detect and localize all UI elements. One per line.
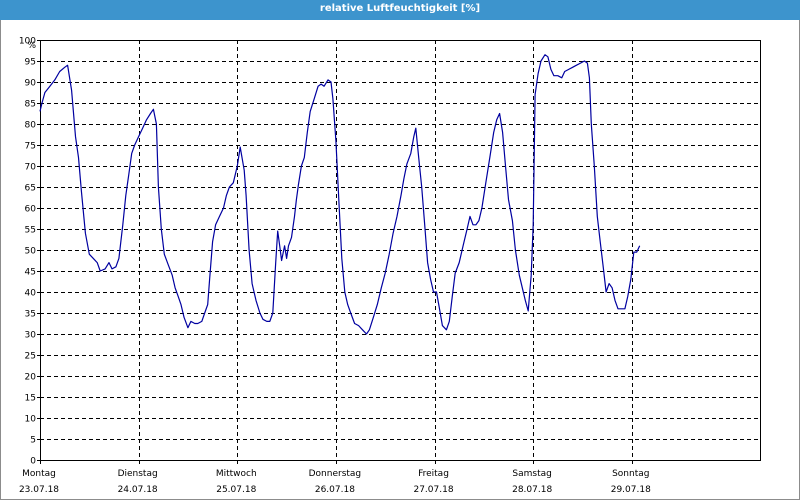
- y-tick-label: 35: [25, 310, 36, 320]
- x-tick-label-date: 23.07.18: [19, 485, 59, 495]
- x-tick-label-day: Donnerstag: [309, 469, 362, 479]
- plot-border: [40, 40, 761, 461]
- x-tick-label-date: 29.07.18: [611, 485, 651, 495]
- y-tick-label: 90: [25, 79, 37, 89]
- y-tick-label: 100: [19, 37, 36, 47]
- y-tick-label: 10: [25, 415, 37, 425]
- x-tick-label-date: 26.07.18: [315, 485, 355, 495]
- y-axis-label: %: [27, 41, 36, 51]
- x-tick-label-day: Montag: [22, 469, 56, 479]
- y-tick-label: 55: [25, 226, 36, 236]
- y-tick-label: 65: [25, 184, 36, 194]
- x-tick-label-day: Mittwoch: [216, 469, 257, 479]
- x-tick-label-date: 25.07.18: [216, 485, 256, 495]
- y-tick-label: 75: [25, 142, 36, 152]
- x-tick-label-day: Freitag: [418, 469, 449, 479]
- y-tick-label: 85: [25, 100, 36, 110]
- x-tick-label-day: Sonntag: [612, 469, 649, 479]
- y-tick-label: 15: [25, 394, 36, 404]
- y-tick-label: 45: [25, 268, 36, 278]
- y-tick-label: 20: [25, 373, 37, 383]
- x-tick-label-date: 24.07.18: [118, 485, 158, 495]
- y-tick-label: 80: [25, 121, 37, 131]
- x-tick-label-day: Samstag: [512, 469, 551, 479]
- y-tick-label: 40: [25, 289, 37, 299]
- y-tick-label: 60: [25, 205, 37, 215]
- y-tick-label: 25: [25, 352, 36, 362]
- x-tick-label-date: 27.07.18: [413, 485, 453, 495]
- x-tick-label-date: 28.07.18: [512, 485, 552, 495]
- x-tick-label-day: Dienstag: [118, 469, 158, 479]
- chart-title-bar: relative Luftfeuchtigkeit [%]: [0, 0, 800, 20]
- humidity-series-line: [39, 54, 641, 335]
- y-tick-label: 70: [25, 163, 37, 173]
- y-tick-label: 0: [30, 457, 36, 467]
- y-tick-label: 50: [25, 247, 37, 257]
- y-tick-label: 5: [30, 436, 36, 446]
- chart-title: relative Luftfeuchtigkeit [%]: [319, 3, 481, 14]
- y-tick-label: 95: [25, 58, 36, 68]
- y-tick-label: 30: [25, 331, 37, 341]
